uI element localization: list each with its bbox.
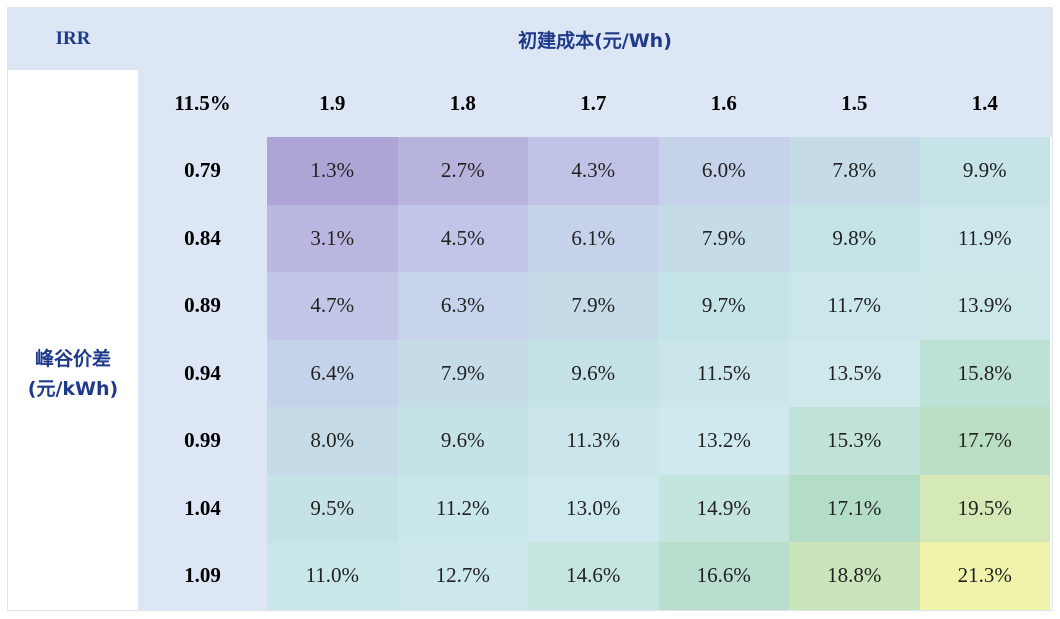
heatmap-cell: 13.5% xyxy=(789,339,920,407)
x-tick-label: 1.7 xyxy=(580,91,607,115)
heatmap-cell: 15.8% xyxy=(919,339,1050,407)
heatmap-cell: 11.5% xyxy=(658,339,789,407)
heatmap-cell: 7.9% xyxy=(658,204,789,272)
y-tick-label: 0.99 xyxy=(184,428,221,453)
heatmap-cell: 11.0% xyxy=(267,542,398,610)
y-tick-label: 0.89 xyxy=(184,293,221,318)
heatmap-cell: 1.3% xyxy=(267,137,398,205)
heatmap-cell: 4.3% xyxy=(528,137,659,205)
heatmap-cell: 4.7% xyxy=(267,272,398,340)
y-tick-label: 1.04 xyxy=(184,495,221,520)
heatmap-cell: 12.7% xyxy=(397,542,528,610)
row-header-band xyxy=(138,70,267,610)
heatmap-cell: 11.9% xyxy=(919,204,1050,272)
y-tick-label: 0.84 xyxy=(184,225,221,250)
heatmap-cell: 7.9% xyxy=(528,272,659,340)
base-irr-label: 11.5% xyxy=(174,91,231,115)
heatmap-cell: 9.5% xyxy=(267,474,398,542)
heatmap-table: IRR 初建成本(元/Wh) 峰谷价差 (元/kWh) 11.5% 1.9 1.8… xyxy=(7,7,1053,611)
heatmap-cell: 13.0% xyxy=(528,474,659,542)
heatmap-cell: 16.6% xyxy=(658,542,789,610)
heatmap-cell: 21.3% xyxy=(919,542,1050,610)
heatmap-cell: 15.3% xyxy=(789,407,920,475)
heatmap-cell: 9.7% xyxy=(658,272,789,340)
heatmap-cell: 2.7% xyxy=(397,137,528,205)
heatmap-cell: 6.3% xyxy=(397,272,528,340)
y-axis-title-line1: 峰谷价差 xyxy=(34,347,111,370)
heatmap-cell: 6.1% xyxy=(528,204,659,272)
heatmap-cell: 7.8% xyxy=(789,137,920,205)
y-axis-title: 峰谷价差 (元/kWh) xyxy=(8,137,138,610)
heatmap-cell: 9.6% xyxy=(397,407,528,475)
heatmap-cell: 19.5% xyxy=(919,474,1050,542)
heatmap-cell: 13.9% xyxy=(919,272,1050,340)
x-axis-title: 初建成本(元/Wh) xyxy=(518,29,672,52)
corner-label: IRR xyxy=(55,28,91,49)
heatmap-cell: 14.9% xyxy=(658,474,789,542)
heatmap-cell: 8.0% xyxy=(267,407,398,475)
column-header-band xyxy=(138,70,1052,137)
heatmap-cell: 6.4% xyxy=(267,339,398,407)
x-tick-label: 1.9 xyxy=(319,91,346,115)
x-tick-label: 1.6 xyxy=(710,91,737,115)
heatmap-cell: 3.1% xyxy=(267,204,398,272)
x-tick-label: 1.4 xyxy=(971,91,998,115)
y-axis-title-line2: (元/kWh) xyxy=(27,377,119,400)
y-tick-label: 0.79 xyxy=(184,158,221,183)
heatmap-cell: 4.5% xyxy=(397,204,528,272)
heatmap-cell: 18.8% xyxy=(789,542,920,610)
heatmap-cell: 7.9% xyxy=(397,339,528,407)
x-tick-label: 1.8 xyxy=(449,91,476,115)
header-band xyxy=(8,8,1052,70)
heatmap-cell: 17.1% xyxy=(789,474,920,542)
heatmap-cell: 14.6% xyxy=(528,542,659,610)
heatmap-cell: 9.9% xyxy=(919,137,1050,205)
heatmap-cell: 13.2% xyxy=(658,407,789,475)
y-tick-label: 1.09 xyxy=(184,563,221,588)
x-tick-label: 1.5 xyxy=(841,91,868,115)
heatmap-cell: 11.2% xyxy=(397,474,528,542)
heatmap-cell: 6.0% xyxy=(658,137,789,205)
heatmap-cell: 11.7% xyxy=(789,272,920,340)
heatmap-cell: 9.6% xyxy=(528,339,659,407)
heatmap-cell: 9.8% xyxy=(789,204,920,272)
heatmap-cell: 11.3% xyxy=(528,407,659,475)
heatmap-cell: 17.7% xyxy=(919,407,1050,475)
y-tick-label: 0.94 xyxy=(184,360,221,385)
